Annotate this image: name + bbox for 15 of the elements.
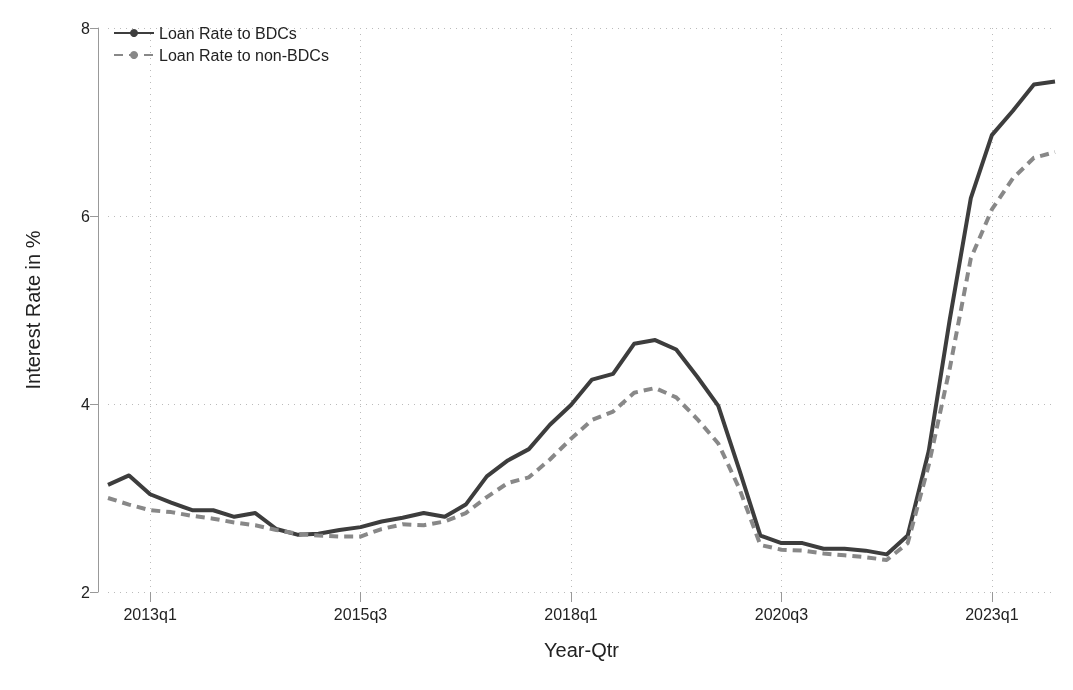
x-tick-label: 2018q1: [544, 605, 598, 623]
line-series: [106, 79, 1057, 557]
legend-label: Loan Rate to BDCs: [159, 24, 297, 42]
x-tick-label: 2020q3: [754, 605, 809, 623]
x-tick-label: 2013q1: [123, 605, 177, 623]
line-series: [106, 150, 1057, 563]
x-axis-title: Year-Qtr: [544, 639, 620, 661]
y-tick-label: 2: [81, 583, 91, 601]
y-axis-title: Interest Rate in %: [22, 230, 44, 390]
x-tick-label: 2023q1: [965, 605, 1019, 623]
y-tick-label: 4: [81, 395, 91, 413]
y-tick-label: 6: [81, 207, 91, 225]
y-tick-label: 8: [81, 19, 91, 37]
legend-label: Loan Rate to non-BDCs: [159, 46, 329, 64]
x-tick-label: 2015q3: [333, 605, 388, 623]
